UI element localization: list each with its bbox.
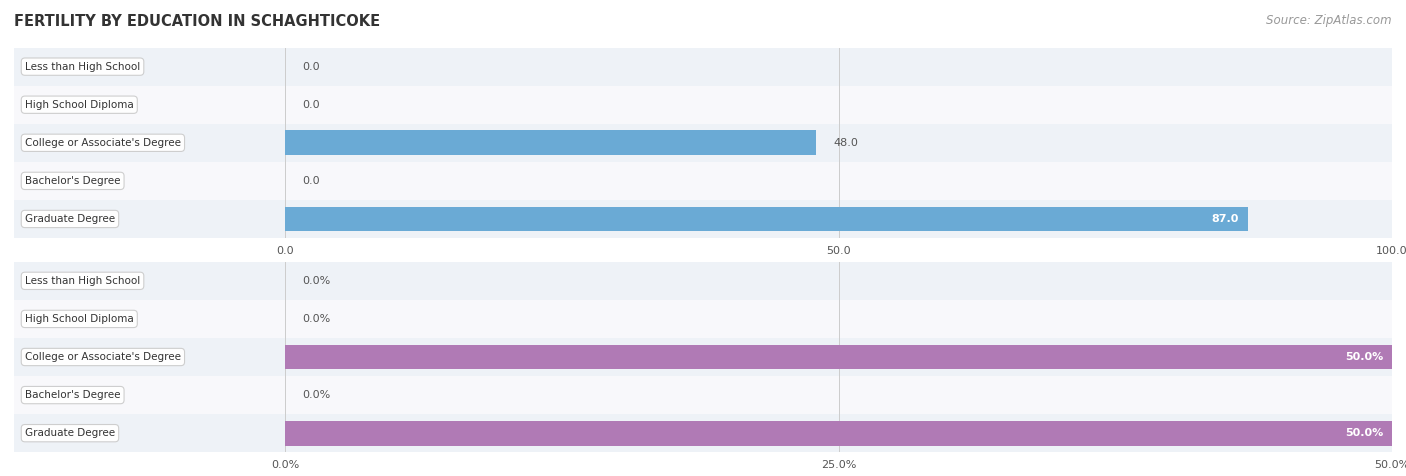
Bar xyxy=(14,124,1392,162)
Text: 87.0: 87.0 xyxy=(1212,214,1239,224)
Text: Less than High School: Less than High School xyxy=(25,61,141,72)
Bar xyxy=(14,414,1392,452)
Bar xyxy=(14,300,1392,338)
Bar xyxy=(14,200,1392,238)
Bar xyxy=(14,338,1392,376)
Text: Graduate Degree: Graduate Degree xyxy=(25,214,115,224)
Bar xyxy=(285,130,817,155)
Text: Bachelor's Degree: Bachelor's Degree xyxy=(25,390,121,400)
Text: Graduate Degree: Graduate Degree xyxy=(25,428,115,438)
Bar xyxy=(14,262,1392,300)
Text: Bachelor's Degree: Bachelor's Degree xyxy=(25,176,121,186)
Text: 0.0: 0.0 xyxy=(302,176,319,186)
Bar xyxy=(14,376,1392,414)
Bar xyxy=(14,86,1392,124)
Text: College or Associate's Degree: College or Associate's Degree xyxy=(25,352,181,362)
Bar xyxy=(285,207,1249,231)
Bar xyxy=(14,162,1392,200)
Text: Source: ZipAtlas.com: Source: ZipAtlas.com xyxy=(1267,14,1392,27)
Text: High School Diploma: High School Diploma xyxy=(25,99,134,110)
Bar xyxy=(285,421,1392,446)
Text: 0.0%: 0.0% xyxy=(302,314,330,324)
Text: 0.0%: 0.0% xyxy=(302,390,330,400)
Text: FERTILITY BY EDUCATION IN SCHAGHTICOKE: FERTILITY BY EDUCATION IN SCHAGHTICOKE xyxy=(14,14,380,30)
Bar xyxy=(14,48,1392,86)
Text: 50.0%: 50.0% xyxy=(1344,352,1384,362)
Text: High School Diploma: High School Diploma xyxy=(25,314,134,324)
Text: 0.0: 0.0 xyxy=(302,99,319,110)
Text: Less than High School: Less than High School xyxy=(25,276,141,286)
Text: College or Associate's Degree: College or Associate's Degree xyxy=(25,138,181,148)
Text: 50.0%: 50.0% xyxy=(1344,428,1384,438)
Text: 48.0: 48.0 xyxy=(832,138,858,148)
Bar xyxy=(285,345,1392,369)
Text: 0.0: 0.0 xyxy=(302,61,319,72)
Text: 0.0%: 0.0% xyxy=(302,276,330,286)
